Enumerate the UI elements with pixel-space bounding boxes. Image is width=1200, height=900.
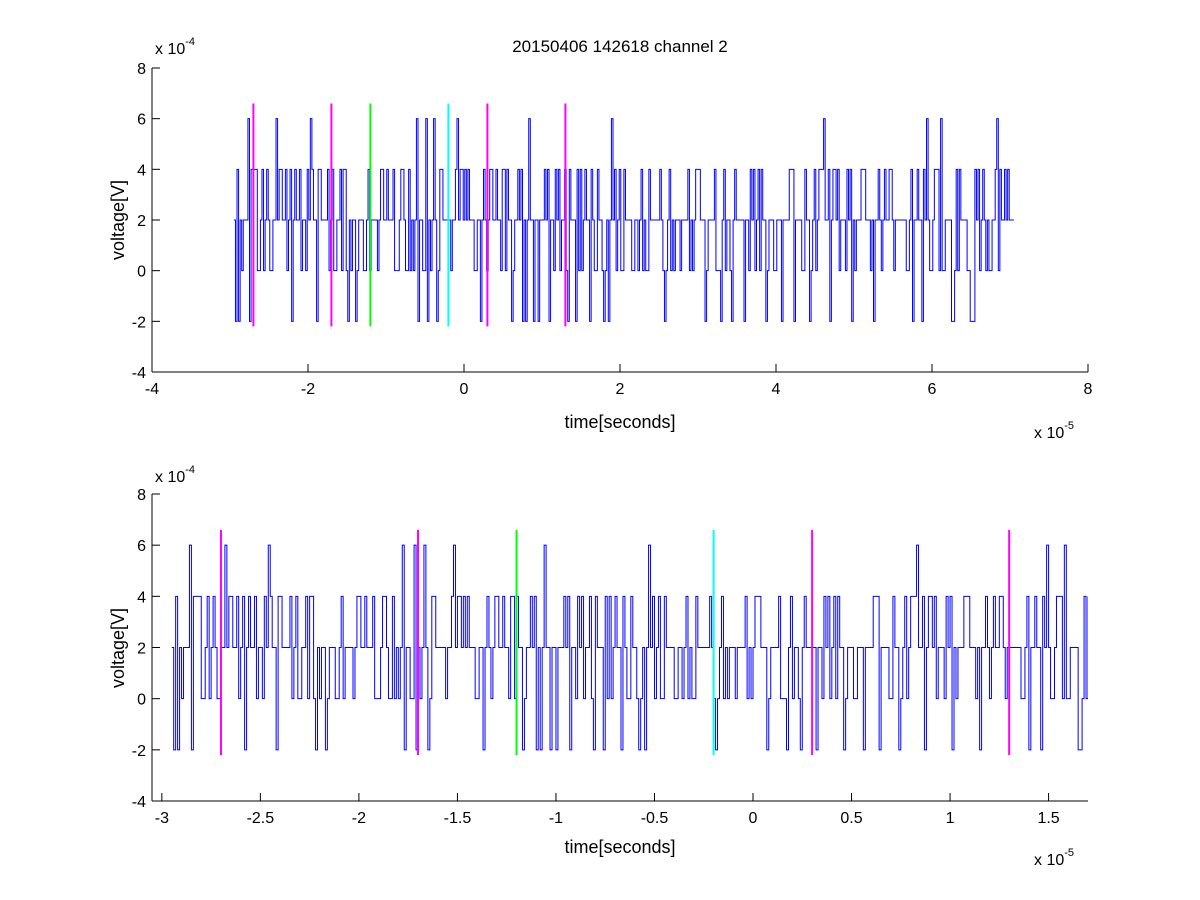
- y-tick-label-1-3: 2: [137, 641, 146, 658]
- x-tick-label-1-2: -2: [352, 810, 366, 827]
- y-tick-label-1-0: -4: [132, 794, 146, 811]
- x-axis-label-top: time[seconds]: [564, 412, 675, 432]
- x-multiplier-top: x 10-5: [1034, 420, 1074, 442]
- y-tick-label-0-5: 6: [137, 112, 146, 129]
- y-tick-label-0-1: -2: [132, 314, 146, 331]
- x-tick-label-1-7: 0.5: [840, 810, 862, 827]
- x-tick-label-1-1: -2.5: [247, 810, 275, 827]
- x-tick-label-1-3: -1.5: [444, 810, 472, 827]
- chart-title: 20150406 142618 channel 2: [512, 37, 728, 56]
- x-tick-label-0-3: 2: [616, 381, 625, 398]
- y-tick-label-0-3: 2: [137, 213, 146, 230]
- x-tick-label-1-5: -0.5: [641, 810, 669, 827]
- bottom-subplot: x 10-4 x 10-5 time[seconds] voltage[V] -…: [108, 464, 1088, 869]
- x-multiplier-bottom: x 10-5: [1034, 847, 1074, 869]
- y-tick-label-0-6: 8: [137, 61, 146, 78]
- y-multiplier-bottom: x 10-4: [155, 464, 195, 486]
- y-tick-label-1-4: 4: [137, 589, 146, 606]
- x-tick-label-0-6: 8: [1084, 381, 1093, 398]
- x-tick-label-0-5: 6: [928, 381, 937, 398]
- top-subplot: 20150406 142618 channel 2 x 10-4 x 10-5 …: [108, 36, 1093, 442]
- x-tick-label-1-6: 0: [749, 810, 758, 827]
- signal-line-0-0: [233, 118, 1014, 322]
- x-tick-label-1-0: -3: [155, 810, 169, 827]
- y-tick-label-1-6: 8: [137, 487, 146, 504]
- y-tick-label-1-2: 0: [137, 692, 146, 709]
- y-axis-label-top: voltage[V]: [108, 180, 128, 260]
- y-tick-label-0-4: 4: [137, 162, 146, 179]
- y-tick-label-1-1: -2: [132, 743, 146, 760]
- x-tick-label-0-1: -2: [301, 381, 315, 398]
- y-tick-label-1-5: 6: [137, 538, 146, 555]
- x-axis-label-bottom: time[seconds]: [564, 837, 675, 857]
- y-tick-label-0-0: -4: [132, 365, 146, 382]
- signal-line-1-0: [171, 544, 1088, 751]
- y-tick-label-0-2: 0: [137, 264, 146, 281]
- x-tick-label-0-2: 0: [460, 381, 469, 398]
- y-multiplier-top: x 10-4: [155, 36, 195, 58]
- y-axis-label-bottom: voltage[V]: [108, 608, 128, 688]
- x-tick-label-0-4: 4: [772, 381, 781, 398]
- x-tick-label-0-0: -4: [145, 381, 159, 398]
- x-tick-label-1-9: 1.5: [1037, 810, 1059, 827]
- x-tick-label-1-4: -1: [549, 810, 563, 827]
- x-tick-label-1-8: 1: [946, 810, 955, 827]
